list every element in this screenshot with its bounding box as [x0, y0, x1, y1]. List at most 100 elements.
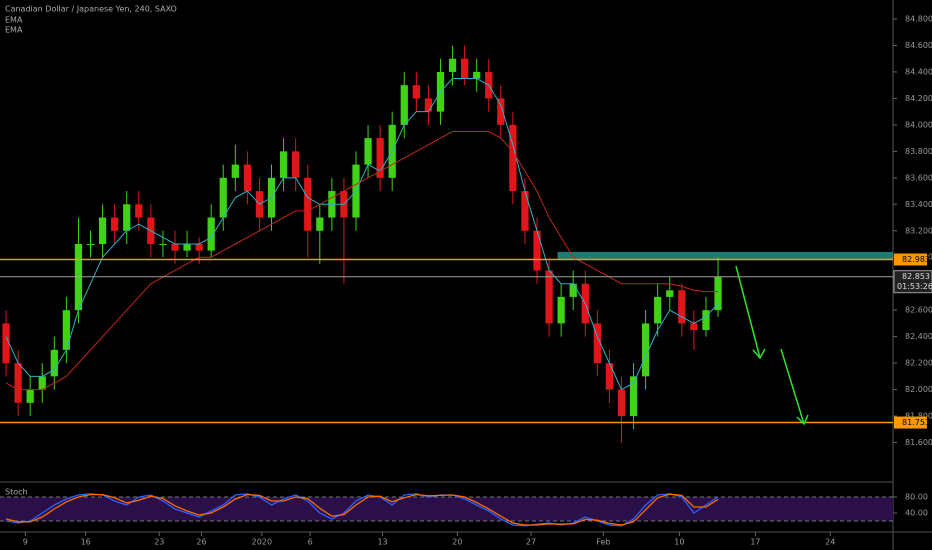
- resistance-zone: [557, 251, 893, 260]
- y-tick-label: 84.400: [905, 67, 932, 76]
- candle-body: [316, 217, 324, 231]
- candle-body: [654, 296, 662, 324]
- x-tick-label: 27: [526, 538, 536, 547]
- candle-body: [183, 244, 191, 251]
- candle-body: [159, 244, 167, 245]
- candle-body: [557, 296, 565, 324]
- candle-body: [279, 151, 288, 178]
- y-tick-label: 83.400: [905, 200, 932, 209]
- last-price-box: [893, 270, 932, 294]
- y-tick-label: 80.00: [905, 493, 928, 502]
- y-tick-label: 81.800: [905, 412, 932, 421]
- y-tick-label: 82.600: [905, 306, 932, 315]
- candle-body: [207, 217, 215, 251]
- x-tick-label: 13: [377, 538, 387, 547]
- chart-title: Canadian Dollar / Japanese Yen, 240, SAX…: [5, 5, 177, 14]
- y-tick-label: 84.800: [905, 15, 932, 24]
- candle-body: [14, 363, 22, 403]
- x-tick-label: 2020: [252, 538, 272, 547]
- candle-body: [424, 98, 433, 112]
- y-tick-label: 84.200: [905, 94, 932, 103]
- candle-body: [62, 310, 70, 350]
- countdown-label: 01:53:26: [897, 282, 932, 291]
- y-tick-label: 81.600: [905, 438, 932, 447]
- stoch-band: [0, 497, 893, 521]
- y-tick-label: 83.200: [905, 226, 932, 235]
- candle-body: [86, 244, 95, 245]
- level-label: 81.751: [902, 418, 930, 427]
- candle-body: [569, 283, 577, 297]
- y-tick-label: 83.600: [905, 173, 932, 182]
- candle-body: [545, 270, 553, 324]
- y-tick-label: 82.400: [905, 332, 932, 341]
- candle-body: [666, 290, 674, 297]
- candle-body: [460, 58, 469, 79]
- candle-body: [533, 230, 541, 271]
- x-tick-label: 26: [196, 538, 206, 547]
- candle-body: [714, 277, 722, 311]
- stoch-line: [5, 493, 719, 527]
- candle-body: [135, 204, 143, 218]
- candle-body: [678, 290, 686, 324]
- x-tick-label: 24: [825, 538, 835, 547]
- arrow: [780, 348, 809, 426]
- candle-body: [400, 85, 408, 125]
- candle-body: [195, 244, 203, 251]
- y-tick-label: 40.00: [905, 509, 928, 518]
- candle-body: [702, 310, 710, 331]
- y-tick-label: 82.000: [905, 385, 932, 394]
- y-tick-label: 84.000: [905, 120, 932, 129]
- y-tick-label: 84.600: [905, 41, 932, 50]
- candle-body: [219, 177, 227, 218]
- x-tick-label: 9: [23, 538, 28, 547]
- candle-body: [292, 151, 300, 178]
- x-tick-label: 23: [154, 538, 164, 547]
- arrow: [735, 265, 766, 360]
- candle-body: [26, 389, 34, 403]
- stoch-line: [5, 493, 719, 526]
- candle-body: [38, 376, 46, 390]
- candle-body: [605, 363, 614, 390]
- candle-body: [111, 217, 119, 231]
- candle-body: [2, 323, 10, 364]
- candle-body: [690, 323, 698, 331]
- last-price-label: 82.853: [902, 272, 930, 281]
- candle-body: [593, 323, 601, 364]
- x-tick-label: Feb: [596, 538, 610, 547]
- candle-body: [617, 389, 626, 417]
- x-tick-label: 6: [308, 538, 313, 547]
- ema-line: [5, 131, 719, 391]
- pane-title: Stoch: [5, 488, 28, 497]
- legend-entry: EMA: [5, 26, 23, 35]
- candle-body: [412, 85, 420, 99]
- candle-body: [473, 71, 481, 79]
- candle-body: [641, 323, 650, 377]
- x-tick-label: 17: [750, 538, 760, 547]
- candle-body: [376, 138, 384, 178]
- candle-body: [629, 376, 638, 417]
- candle-body: [304, 177, 312, 231]
- level-label-box: [894, 416, 927, 429]
- y-tick-label: 82.200: [905, 359, 932, 368]
- candle-body: [123, 204, 131, 231]
- candle-body: [98, 217, 107, 244]
- candle-body: [50, 349, 58, 377]
- candle-body: [243, 164, 252, 192]
- candle-body: [364, 138, 372, 165]
- annotation-arrows: [735, 265, 809, 426]
- x-tick-label: 16: [81, 538, 91, 547]
- candle-body: [521, 191, 529, 231]
- candle-body: [231, 164, 239, 178]
- x-tick-label: 20: [452, 538, 462, 547]
- y-tick-label: 83.800: [905, 147, 932, 156]
- candle-body: [497, 98, 505, 125]
- candle-body: [171, 244, 179, 251]
- level-label-box: [894, 253, 927, 266]
- candle-body: [448, 58, 457, 72]
- ema-line: [5, 78, 719, 391]
- candle-body: [509, 124, 517, 192]
- x-tick-label: 10: [674, 538, 684, 547]
- level-label: 82.983: [902, 255, 930, 264]
